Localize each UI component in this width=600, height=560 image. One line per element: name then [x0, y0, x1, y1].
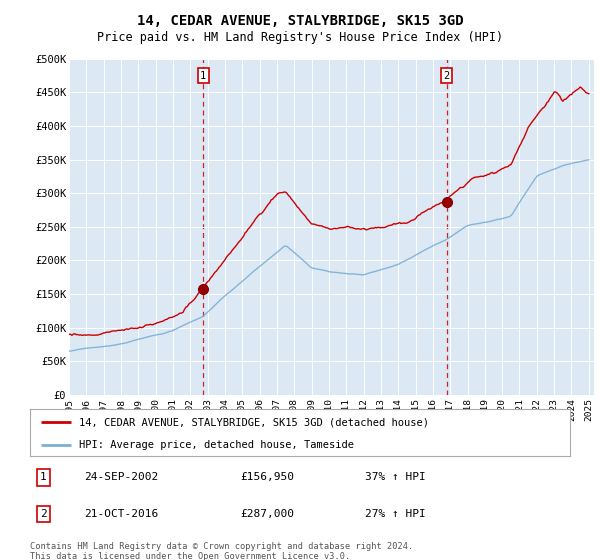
Text: 14, CEDAR AVENUE, STALYBRIDGE, SK15 3GD (detached house): 14, CEDAR AVENUE, STALYBRIDGE, SK15 3GD … [79, 417, 428, 427]
Text: Price paid vs. HM Land Registry's House Price Index (HPI): Price paid vs. HM Land Registry's House … [97, 31, 503, 44]
Text: 24-SEP-2002: 24-SEP-2002 [84, 473, 158, 482]
Text: Contains HM Land Registry data © Crown copyright and database right 2024.
This d: Contains HM Land Registry data © Crown c… [30, 542, 413, 560]
Text: £156,950: £156,950 [241, 473, 295, 482]
Text: 21-OCT-2016: 21-OCT-2016 [84, 509, 158, 519]
Text: 27% ↑ HPI: 27% ↑ HPI [365, 509, 425, 519]
Text: 14, CEDAR AVENUE, STALYBRIDGE, SK15 3GD: 14, CEDAR AVENUE, STALYBRIDGE, SK15 3GD [137, 14, 463, 28]
Text: HPI: Average price, detached house, Tameside: HPI: Average price, detached house, Tame… [79, 440, 353, 450]
Text: 1: 1 [200, 71, 206, 81]
Text: 2: 2 [443, 71, 450, 81]
Text: 37% ↑ HPI: 37% ↑ HPI [365, 473, 425, 482]
Text: 1: 1 [40, 473, 47, 482]
Text: £287,000: £287,000 [241, 509, 295, 519]
Text: 2: 2 [40, 509, 47, 519]
